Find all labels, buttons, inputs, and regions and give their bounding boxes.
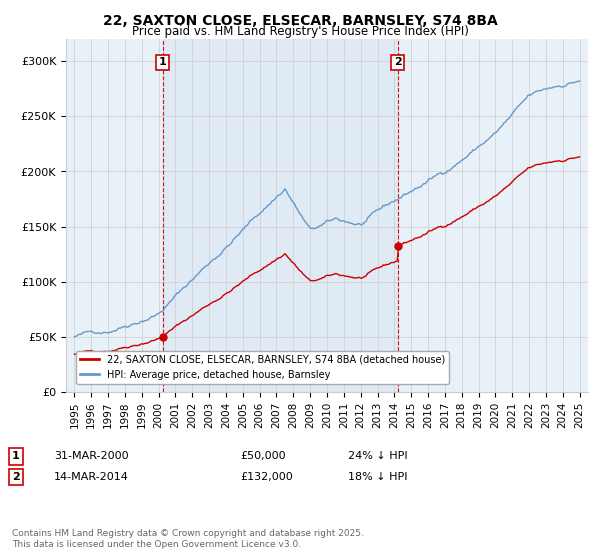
Text: 14-MAR-2014: 14-MAR-2014	[54, 472, 129, 482]
Text: 1: 1	[159, 57, 167, 67]
Text: Price paid vs. HM Land Registry's House Price Index (HPI): Price paid vs. HM Land Registry's House …	[131, 25, 469, 38]
Bar	[163, 39, 398, 392]
Text: Contains HM Land Registry data © Crown copyright and database right 2025.
This d: Contains HM Land Registry data © Crown c…	[12, 529, 364, 549]
Text: 22, SAXTON CLOSE, ELSECAR, BARNSLEY, S74 8BA: 22, SAXTON CLOSE, ELSECAR, BARNSLEY, S74…	[103, 14, 497, 28]
Text: £50,000: £50,000	[240, 451, 286, 461]
Text: 31-MAR-2000: 31-MAR-2000	[54, 451, 128, 461]
Text: 1: 1	[12, 451, 20, 461]
Text: 2: 2	[394, 57, 401, 67]
Text: 2: 2	[12, 472, 20, 482]
Text: 24% ↓ HPI: 24% ↓ HPI	[348, 451, 407, 461]
Legend: 22, SAXTON CLOSE, ELSECAR, BARNSLEY, S74 8BA (detached house), HPI: Average pric: 22, SAXTON CLOSE, ELSECAR, BARNSLEY, S74…	[76, 351, 449, 384]
Text: £132,000: £132,000	[240, 472, 293, 482]
Text: 18% ↓ HPI: 18% ↓ HPI	[348, 472, 407, 482]
